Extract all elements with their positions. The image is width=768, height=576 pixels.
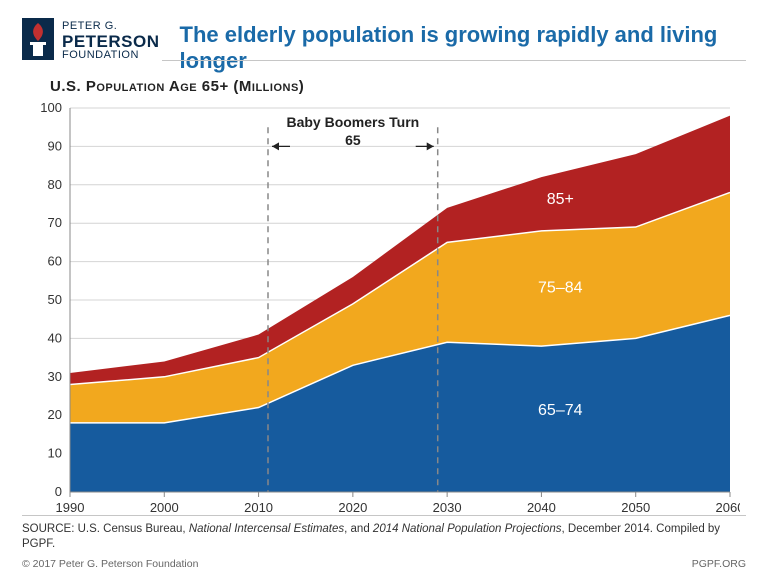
x-tick-label: 2000 [150,500,179,515]
arrowhead-left-icon [272,142,279,150]
y-tick-label: 40 [48,330,62,345]
y-tick-label: 80 [48,177,62,192]
logo-line2: PETERSON [62,33,160,51]
page-title: The elderly population is growing rapidl… [180,22,746,74]
arrowhead-right-icon [427,142,434,150]
x-tick-label: 2050 [621,500,650,515]
y-tick-label: 30 [48,369,62,384]
x-tick-label: 2010 [244,500,273,515]
logo-line1: PETER G. [62,21,160,33]
source-ital1: National Intercensal Estimates [189,523,344,535]
y-tick-label: 90 [48,138,62,153]
source-prefix: SOURCE: U.S. Census Bureau, [22,523,189,535]
logo-line3: FOUNDATION [62,50,160,62]
source-line: SOURCE: U.S. Census Bureau, National Int… [22,522,746,552]
x-tick-label: 2020 [338,500,367,515]
y-tick-label: 20 [48,407,62,422]
chart-subtitle: U.S. Population Age 65+ (Millions) [50,78,304,95]
y-tick-label: 100 [40,100,62,115]
annotation-label-2: 65 [345,132,361,148]
logo: PETER G. PETERSON FOUNDATION [22,18,160,65]
y-tick-label: 50 [48,292,62,307]
title-divider [162,60,746,61]
y-tick-label: 70 [48,215,62,230]
source-ital2: 2014 National Population Projections [373,523,562,535]
x-tick-label: 2060 [716,500,740,515]
annotation-label-1: Baby Boomers Turn [286,114,419,130]
x-tick-label: 2040 [527,500,556,515]
x-tick-label: 1990 [56,500,85,515]
logo-text: PETER G. PETERSON FOUNDATION [62,21,160,62]
chart: 0102030405060708090100Baby Boomers Turn6… [30,100,740,520]
footer: SOURCE: U.S. Census Bureau, National Int… [22,515,746,564]
x-tick-label: 2030 [433,500,462,515]
series-label-75_84: 75–84 [538,279,583,296]
copyright: © 2017 Peter G. Peterson Foundation [22,558,198,570]
footer-url: PGPF.ORG [692,558,746,570]
area-chart-svg: 0102030405060708090100Baby Boomers Turn6… [30,100,740,520]
y-tick-label: 60 [48,254,62,269]
source-mid: , and [344,523,373,535]
y-tick-label: 10 [48,446,62,461]
series-label-65_74: 65–74 [538,402,583,419]
flame-icon [22,18,54,65]
y-tick-label: 0 [55,484,62,499]
header: PETER G. PETERSON FOUNDATION The elderly… [22,18,746,74]
series-label-85_plus: 85+ [547,191,574,208]
